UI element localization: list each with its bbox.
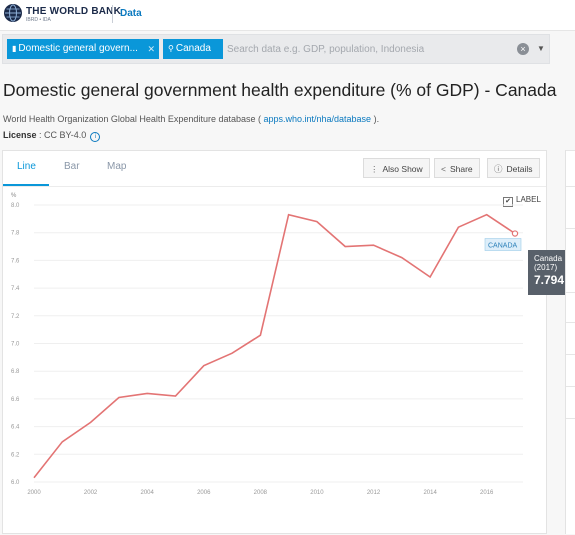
line-chart: 6.0 6.2 6.4 6.6 6.8 7.0 7.2 7.4 7.6 7.8 8.0 2000 20… [3,151,548,535]
search-input[interactable] [227,42,497,56]
x-tick-label: 2002 [84,490,98,496]
search-bar: ▮Domestic general govern... ✕ ⚲Canada × … [2,34,550,64]
tooltip-value: 7.794 [534,273,567,287]
dropdown-caret-icon[interactable]: ▼ [537,44,545,53]
indicator-chip-label: Domestic general govern... [18,43,138,54]
nav-data-link[interactable]: Data [120,8,142,19]
x-tick-label: 2000 [27,490,41,496]
side-separator [566,228,575,229]
y-axis-unit: % [11,193,17,199]
indicator-chip[interactable]: ▮Domestic general govern... ✕ [7,39,159,59]
source-prefix: World Health Organization Global Health … [3,114,263,124]
x-tick-label: 2016 [480,490,494,496]
x-tick-label: 2012 [367,490,381,496]
page-title: Domestic general government health expen… [3,80,556,101]
header-divider [112,5,113,23]
info-icon[interactable]: i [90,132,100,142]
y-tick-label: 7.0 [11,342,20,348]
y-tick-label: 6.2 [11,452,20,458]
source-line: World Health Organization Global Health … [3,114,379,124]
side-separator [566,322,575,323]
brand-name[interactable]: THE WORLD BANK [26,6,121,17]
series-label-canada: CANADA [485,239,521,251]
side-separator [566,292,575,293]
y-tick-label: 6.6 [11,397,20,403]
series-line-canada [34,215,515,478]
country-chip-label: Canada [176,43,211,54]
x-tick-label: 2006 [197,490,211,496]
side-separator [566,386,575,387]
x-tick-label: 2008 [254,490,268,496]
location-pin-icon: ⚲ [168,44,174,53]
y-tick-label: 7.2 [11,314,20,320]
tooltip-year: (2017) [534,263,567,272]
side-separator [566,418,575,419]
clear-search-icon[interactable]: × [517,43,529,55]
license-label: License [3,130,37,140]
source-link[interactable]: apps.who.int/nha/database [263,114,371,124]
x-tick-label: 2010 [310,490,324,496]
data-point[interactable] [512,231,517,236]
side-separator [566,186,575,187]
brand-subtitle: IBRD • IDA [26,17,51,23]
top-bar: THE WORLD BANK IBRD • IDA Data [0,0,575,31]
x-tick-label: 2014 [423,490,437,496]
y-tick-label: 7.8 [11,231,20,237]
y-tick-label: 8.0 [11,203,20,209]
source-suffix: ). [371,114,379,124]
world-bank-logo-icon[interactable] [4,4,22,22]
remove-indicator-icon[interactable]: ✕ [147,39,155,59]
side-separator [566,354,575,355]
tooltip-country: Canada [534,254,567,263]
x-tick-label: 2004 [140,490,154,496]
y-tick-label: 6.4 [11,425,20,431]
country-chip[interactable]: ⚲Canada [163,39,223,59]
related-indicators-panel [565,150,575,534]
y-tick-label: 7.6 [11,258,20,264]
series-label-text: CANADA [488,243,518,250]
side-separator [566,150,575,151]
y-tick-label: 7.4 [11,286,20,292]
y-tick-label: 6.0 [11,480,20,486]
bar-chart-icon: ▮ [12,44,16,53]
y-tick-label: 6.8 [11,369,20,375]
license-value: : CC BY-4.0 [37,130,87,140]
